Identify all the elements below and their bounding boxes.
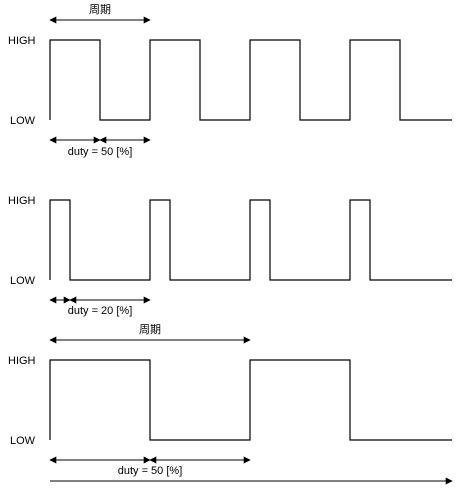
waveform-3 bbox=[49, 359, 452, 441]
low-label-1: LOW bbox=[10, 115, 36, 127]
low-label-3: LOW bbox=[10, 435, 36, 447]
duty-label-2: duty = 20 [%] bbox=[68, 305, 133, 317]
panel-2: HIGH LOW duty = 20 [%] bbox=[8, 195, 452, 317]
panel-3: 周期 HIGH LOW duty = 50 [%] bbox=[8, 323, 453, 485]
low-label-2: LOW bbox=[10, 275, 36, 287]
duty-label-3: duty = 50 [%] bbox=[118, 465, 183, 477]
high-label-2: HIGH bbox=[8, 195, 36, 207]
high-label-3: HIGH bbox=[8, 355, 36, 367]
period-label-1: 周期 bbox=[89, 3, 111, 16]
duty-label-1: duty = 50 [%] bbox=[68, 146, 133, 158]
period-label-3: 周期 bbox=[139, 323, 161, 336]
panel-1: 周期 HIGH LOW duty = 50 [%] bbox=[8, 3, 452, 158]
high-label-1: HIGH bbox=[8, 35, 36, 47]
waveform-1 bbox=[49, 39, 452, 121]
waveform-2 bbox=[49, 199, 452, 281]
